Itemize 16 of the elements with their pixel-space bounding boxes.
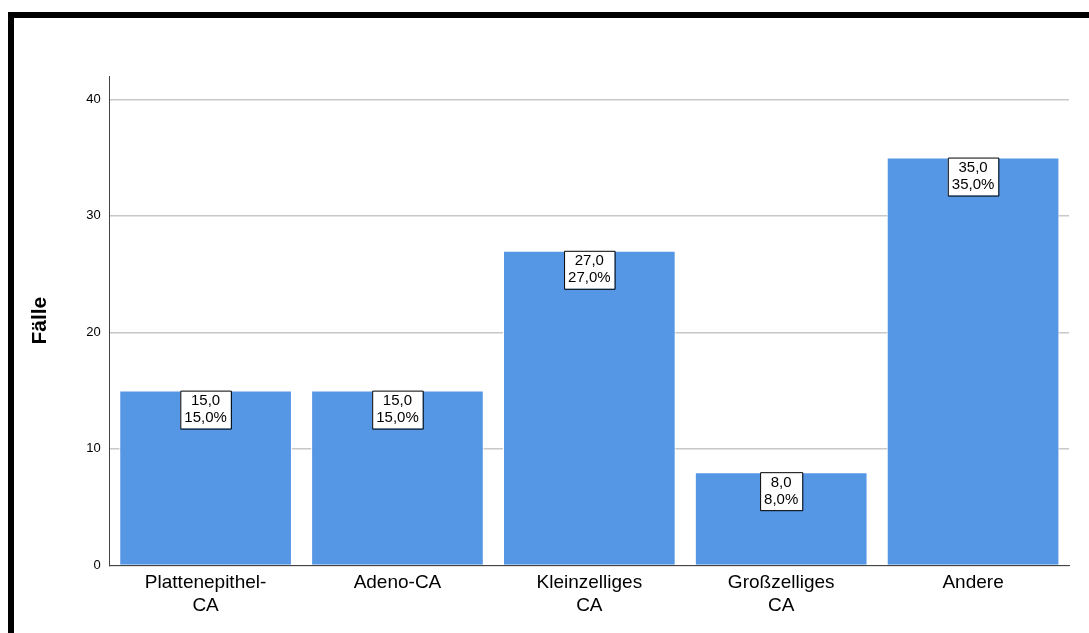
- data-label: 27,0 27,0%: [568, 251, 611, 286]
- data-label: 15,0 15,0%: [184, 391, 227, 426]
- y-tick-label: 0: [93, 556, 101, 572]
- y-axis-title: Fälle: [27, 296, 51, 345]
- y-tick-label: 40: [86, 90, 101, 106]
- data-label: 35,0 35,0%: [951, 158, 995, 193]
- y-tick-label: 10: [86, 440, 101, 456]
- x-tick-label: Adeno-CA: [353, 571, 442, 593]
- x-tick-label: Plattenepithel- CA: [144, 571, 267, 615]
- x-tick-label: Großzelliges CA: [727, 571, 835, 615]
- y-tick-label: 30: [86, 207, 101, 223]
- x-tick-label: Kleinzelliges CA: [536, 571, 643, 615]
- x-tick-label: Andere: [942, 571, 1004, 593]
- data-label: 15,0 15,0%: [376, 391, 419, 426]
- data-label: 8,0 8,0%: [764, 472, 799, 507]
- y-tick-label: 20: [86, 323, 101, 339]
